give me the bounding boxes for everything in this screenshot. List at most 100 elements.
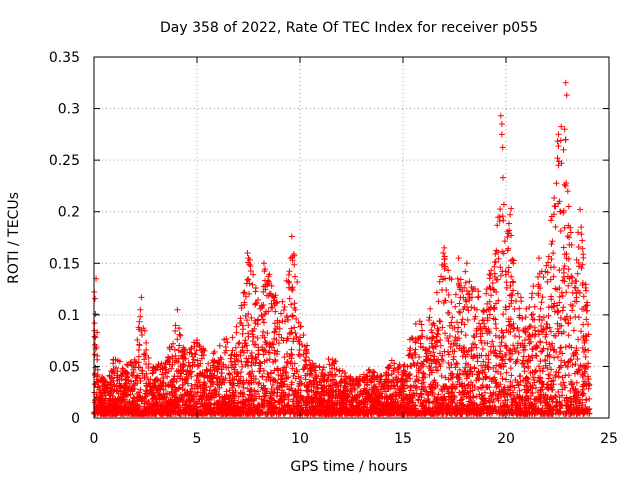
data-point [291, 324, 298, 331]
data-point [438, 273, 445, 280]
data-point [499, 144, 506, 151]
data-point [139, 368, 146, 375]
data-point [296, 381, 303, 388]
data-point [471, 383, 478, 390]
data-point [547, 276, 554, 283]
data-point [237, 315, 244, 322]
data-point [580, 251, 587, 258]
data-point [436, 350, 443, 357]
data-point [239, 347, 246, 354]
data-point [454, 319, 461, 326]
data-point [169, 392, 176, 399]
data-point [525, 364, 532, 371]
data-point [271, 328, 278, 335]
data-point [161, 393, 168, 400]
data-point [385, 372, 392, 379]
data-point [466, 278, 473, 285]
data-point [577, 396, 584, 403]
data-point [445, 291, 452, 298]
data-point [252, 341, 259, 348]
data-point [516, 387, 523, 394]
data-point [214, 401, 221, 408]
data-point [548, 217, 555, 224]
data-point [532, 384, 539, 391]
data-point [509, 278, 516, 285]
data-point [394, 389, 401, 396]
data-point [529, 316, 536, 323]
data-point [546, 324, 553, 331]
data-point [563, 289, 570, 296]
data-point [569, 307, 576, 314]
data-point [508, 402, 515, 409]
data-point [456, 308, 463, 315]
data-point [130, 366, 137, 373]
data-point [536, 316, 543, 323]
data-point [314, 391, 321, 398]
data-point [364, 382, 371, 389]
data-point [310, 399, 317, 406]
data-point [568, 380, 575, 387]
data-point [449, 381, 456, 388]
data-point [471, 352, 478, 359]
data-point [261, 358, 268, 365]
data-point [514, 410, 521, 417]
data-point [483, 290, 490, 297]
data-point [543, 384, 550, 391]
data-point [569, 289, 576, 296]
data-point [585, 321, 592, 328]
data-point [174, 336, 181, 343]
data-point [366, 366, 373, 373]
data-point [210, 410, 217, 417]
data-point [414, 376, 421, 383]
data-point [278, 372, 285, 379]
data-point [471, 365, 478, 372]
data-point [187, 369, 194, 376]
data-point [529, 345, 536, 352]
data-point [142, 393, 149, 400]
data-point [436, 278, 443, 285]
data-point [288, 285, 295, 292]
data-point [300, 332, 307, 339]
data-point [177, 410, 184, 417]
data-point [123, 369, 130, 376]
data-point [532, 327, 539, 334]
data-point [446, 364, 453, 371]
data-point [485, 356, 492, 363]
data-point [553, 180, 560, 187]
data-point [407, 409, 414, 416]
data-point [183, 371, 190, 378]
data-point [172, 352, 179, 359]
data-point [157, 377, 164, 384]
data-point [95, 379, 102, 386]
data-point [490, 286, 497, 293]
data-point [444, 334, 451, 341]
data-point [232, 361, 239, 368]
data-point [312, 363, 319, 370]
data-point [446, 322, 453, 329]
data-point [457, 397, 464, 404]
data-point [565, 399, 572, 406]
data-point [521, 328, 528, 335]
data-point [362, 395, 369, 402]
data-point [247, 263, 254, 270]
data-point [502, 376, 509, 383]
data-point [94, 384, 101, 391]
data-point [496, 388, 503, 395]
data-point [530, 311, 537, 318]
data-point [194, 372, 201, 379]
data-point [277, 310, 284, 317]
data-point [284, 314, 291, 321]
data-point [503, 279, 510, 286]
data-point [475, 293, 482, 300]
data-point [341, 369, 348, 376]
data-point [212, 386, 219, 393]
data-point [424, 335, 431, 342]
data-point [188, 396, 195, 403]
data-point [550, 273, 557, 280]
data-point [575, 244, 582, 251]
data-point [137, 313, 144, 320]
data-point [107, 392, 114, 399]
data-point [335, 410, 342, 417]
data-point [252, 355, 259, 362]
data-point [531, 379, 538, 386]
